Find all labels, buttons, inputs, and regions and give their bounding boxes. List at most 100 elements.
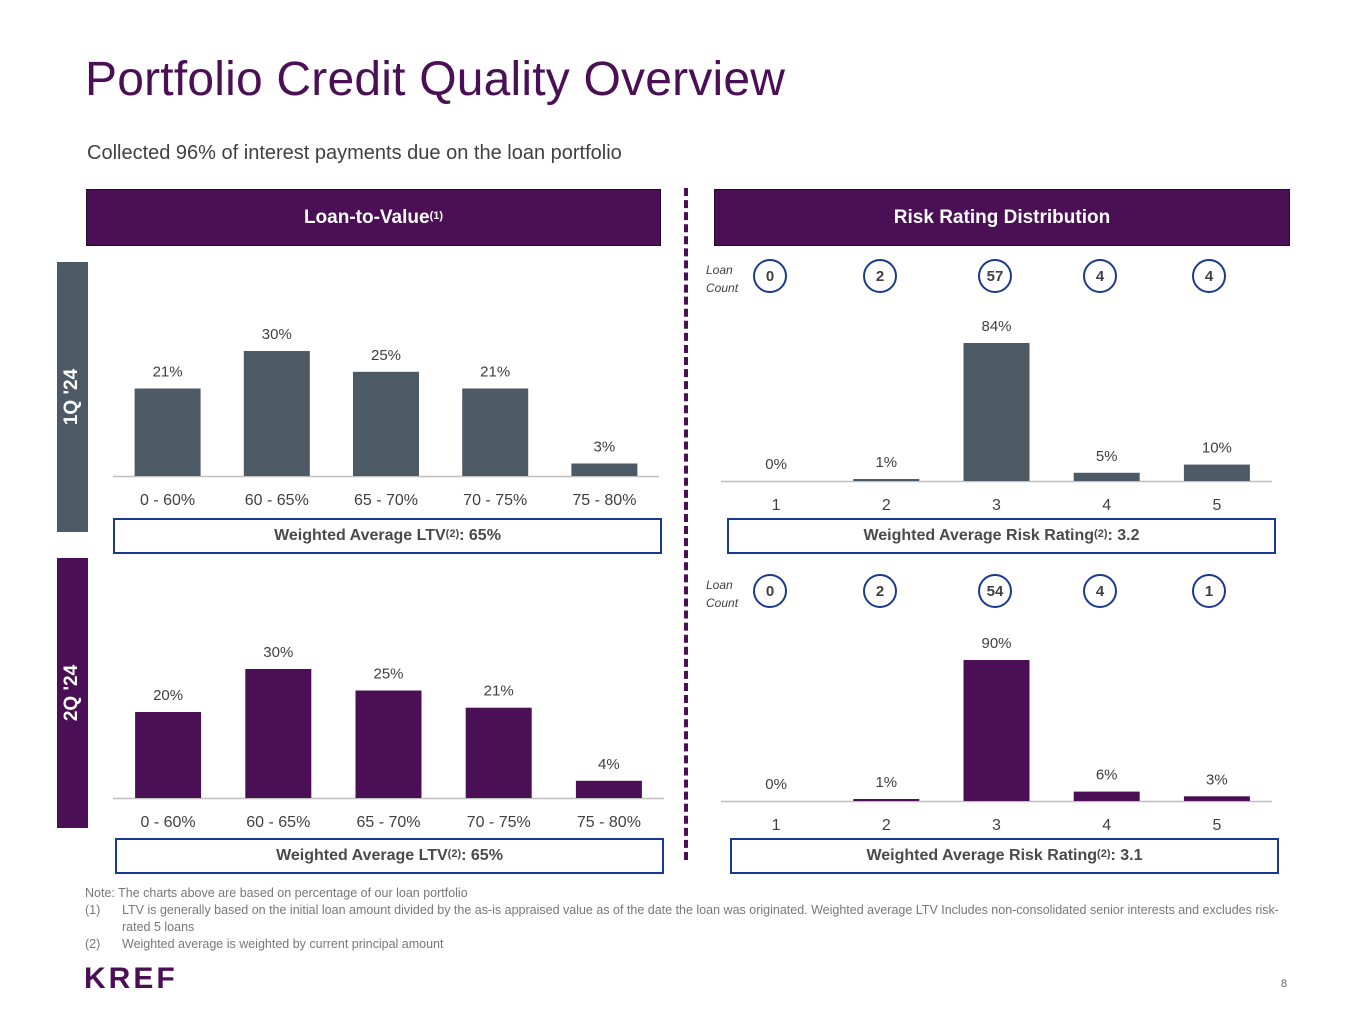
ltv-1q24-data-label-3: 25% [371, 347, 401, 364]
risk-1q24-bar-5 [1183, 464, 1250, 481]
loan-count-1q24-r2: 2 [863, 259, 897, 293]
ltv-1q24-tick-label-2: 60 - 65% [245, 492, 309, 509]
ltv-1q24-tick-label-5: 75 - 80% [572, 492, 636, 509]
risk-1q24-tick-label-5: 5 [1212, 497, 1221, 514]
quarter-label-2q24: 2Q '24 [57, 558, 88, 828]
ltv-1q24-tick-label-3: 65 - 70% [354, 492, 418, 509]
risk-1q24-tick-label-2: 2 [882, 497, 891, 514]
loan-count-2q24-r5: 1 [1192, 574, 1226, 608]
ltv-2q24-bar-5 [575, 780, 642, 798]
footnote-2-num: (2) [85, 937, 101, 951]
risk-section-header: Risk Rating Distribution [714, 189, 1290, 246]
ltv-2q24-tick-label-4: 70 - 75% [467, 814, 531, 831]
risk-2q24-bar-2 [853, 799, 920, 801]
risk-2q24-tick-label-4: 4 [1102, 817, 1111, 834]
loan-count-label-line2: Count [706, 596, 739, 610]
subtitle: Collected 96% of interest payments due o… [87, 142, 622, 164]
ltv-2q24-tick-label-2: 60 - 65% [246, 814, 310, 831]
ltv-section-header: Loan-to-Value (1) [86, 189, 661, 246]
loan-count-1q24-r4: 4 [1083, 259, 1117, 293]
loan-count-label-line1: Loan [706, 263, 733, 277]
footnote-1-text: LTV is generally based on the initial lo… [122, 903, 1279, 934]
risk-1q24-bar-4 [1073, 472, 1140, 481]
ltv-2q24-bar-3 [355, 690, 422, 798]
ltv-header-label: Loan-to-Value [303, 206, 430, 228]
weighted-risk-1q24: Weighted Average Risk Rating (2): 3.2 [727, 518, 1276, 554]
weighted-risk-2q24: Weighted Average Risk Rating (2): 3.1 [730, 838, 1279, 874]
loan-count-2q24-r4: 4 [1083, 574, 1117, 608]
ltv-1q24-tick-label-1: 0 - 60% [140, 492, 195, 509]
weighted-ltv-2q24-sup: (2) [447, 848, 462, 860]
risk-1q24-tick-label-1: 1 [772, 497, 781, 514]
ltv-2q24-tick-label-3: 65 - 70% [356, 814, 420, 831]
loan-count-label-line2: Count [706, 281, 739, 295]
weighted-ltv-1q24: Weighted Average LTV (2): 65% [113, 518, 662, 554]
risk-header-label: Risk Rating Distribution [893, 206, 1111, 228]
ltv-1q24-bar-4 [462, 388, 529, 476]
ltv-1q24-bar-2 [243, 351, 310, 476]
risk-2q24-tick-label-1: 1 [772, 817, 781, 834]
weighted-ltv-2q24-prefix: Weighted Average LTV [276, 847, 448, 864]
ltv-2q24-tick-label-5: 75 - 80% [577, 814, 641, 831]
weighted-ltv-2q24-value: : 65% [461, 847, 503, 864]
weighted-risk-2q24-prefix: Weighted Average Risk Rating [866, 847, 1098, 864]
ltv-2q24-data-label-1: 20% [153, 687, 183, 704]
risk-2q24-tick-label-3: 3 [992, 817, 1001, 834]
loan-count-1q24-r3: 57 [978, 259, 1012, 293]
footnote-1-num: (1) [85, 903, 101, 917]
weighted-ltv-1q24-prefix: Weighted Average LTV [274, 527, 446, 544]
risk-1q24-data-label-2: 1% [875, 454, 897, 471]
weighted-ltv-1q24-value: : 65% [459, 527, 501, 544]
weighted-risk-1q24-prefix: Weighted Average Risk Rating [863, 527, 1095, 544]
ltv-2q24-data-label-2: 30% [263, 644, 293, 661]
weighted-risk-1q24-sup: (2) [1094, 528, 1108, 540]
footnote-1: (1) LTV is generally based on the initia… [85, 902, 1285, 936]
risk-2q24-data-label-1: 0% [765, 776, 787, 793]
risk-2q24-data-label-2: 1% [875, 774, 897, 791]
risk-1q24-tick-label-3: 3 [992, 497, 1001, 514]
weighted-ltv-2q24: Weighted Average LTV (2): 65% [115, 838, 664, 874]
risk-2q24-bar-3 [963, 660, 1030, 801]
footnote-2-text: Weighted average is weighted by current … [122, 937, 444, 951]
ltv-2q24-tick-label-1: 0 - 60% [141, 814, 196, 831]
loan-count-2q24-r3: 54 [978, 574, 1012, 608]
loan-count-2q24-r1: 0 [753, 574, 787, 608]
risk-1q24-tick-label-4: 4 [1102, 497, 1111, 514]
weighted-risk-2q24-value: : 3.1 [1110, 847, 1143, 864]
ltv-2q24-bar-4 [465, 707, 532, 798]
loan-count-1q24-r5: 4 [1192, 259, 1226, 293]
kref-logo: KREF [84, 962, 178, 995]
weighted-risk-2q24-sup: (2) [1097, 848, 1111, 860]
weighted-risk-1q24-value: : 3.2 [1107, 527, 1140, 544]
ltv-2q24-bar-2 [245, 669, 312, 798]
risk-2q24-bar-4 [1073, 791, 1140, 801]
risk-2q24-tick-label-5: 5 [1212, 817, 1221, 834]
risk-1q24-data-label-1: 0% [765, 456, 787, 473]
ltv-1q24-data-label-5: 3% [594, 439, 616, 456]
page-number: 8 [1280, 978, 1287, 990]
footnotes: Note: The charts above are based on perc… [85, 885, 1285, 953]
quarter-label-1q24: 1Q '24 [57, 262, 88, 532]
ltv-1q24-data-label-1: 21% [153, 364, 183, 381]
loan-count-1q24-r1: 0 [753, 259, 787, 293]
ltv-2q24-bar-1 [135, 712, 202, 798]
ltv-2q24-data-label-3: 25% [373, 666, 403, 683]
footnote-2: (2) Weighted average is weighted by curr… [85, 936, 1285, 953]
loan-count-label-line1: Loan [706, 578, 733, 592]
ltv-1q24-bar-3 [353, 371, 419, 476]
ltv-1q24-bar-5 [571, 463, 638, 476]
risk-1q24-bar-2 [853, 479, 920, 481]
ltv-1q24-tick-label-4: 70 - 75% [463, 492, 527, 509]
risk-1q24-data-label-5: 10% [1202, 440, 1232, 457]
risk-1q24-bar-3 [963, 343, 1030, 481]
risk-1q24-data-label-3: 84% [981, 318, 1011, 335]
page-title: Portfolio Credit Quality Overview [85, 53, 786, 106]
ltv-1q24-data-label-2: 30% [262, 326, 292, 343]
risk-2q24-data-label-3: 90% [981, 635, 1011, 652]
ltv-2q24-data-label-5: 4% [598, 756, 620, 773]
ltv-1q24-data-label-4: 21% [480, 364, 510, 381]
risk-2q24-data-label-4: 6% [1096, 767, 1118, 784]
risk-2q24-bar-5 [1183, 796, 1250, 801]
ltv-header-sup: (1) [429, 209, 444, 222]
